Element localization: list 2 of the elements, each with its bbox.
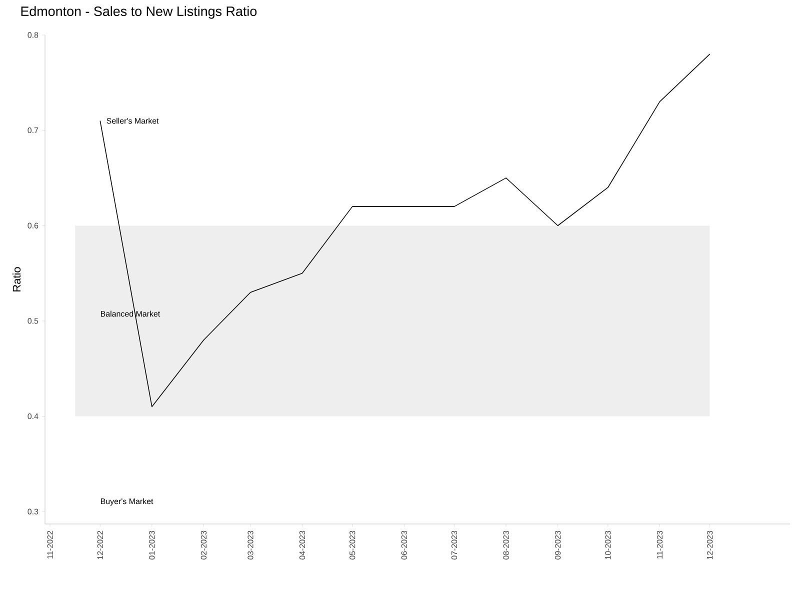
chart-title: Edmonton - Sales to New Listings Ratio	[21, 6, 257, 19]
y-axis-title: Ratio	[12, 267, 21, 292]
